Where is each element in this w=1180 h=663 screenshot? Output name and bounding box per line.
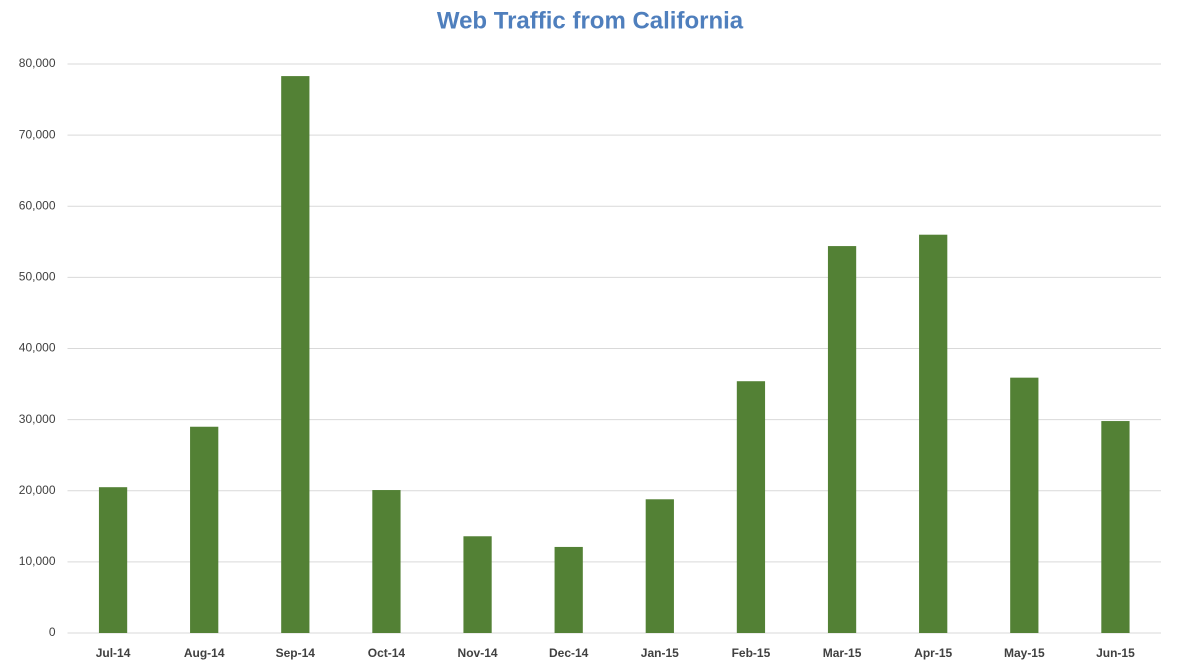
bar xyxy=(645,499,674,633)
bar xyxy=(463,536,492,633)
x-tick-label: Mar-15 xyxy=(823,646,862,660)
y-tick-label: 80,000 xyxy=(19,56,56,70)
bar xyxy=(372,490,401,633)
bar xyxy=(281,76,310,633)
chart-title: Web Traffic from California xyxy=(437,7,744,34)
x-tick-label: May-15 xyxy=(1004,646,1045,660)
x-tick-label: Sep-14 xyxy=(276,646,316,660)
bar xyxy=(827,246,857,633)
y-tick-label: 10,000 xyxy=(19,554,56,568)
bar xyxy=(98,487,128,633)
bar xyxy=(554,546,583,633)
x-tick-label: Aug-14 xyxy=(184,646,225,660)
bar xyxy=(1101,421,1130,633)
x-tick-label: Nov-14 xyxy=(458,646,498,660)
bar xyxy=(1010,377,1039,633)
bar xyxy=(736,381,766,633)
y-tick-label: 40,000 xyxy=(19,341,56,355)
x-tick-label: Feb-15 xyxy=(732,646,771,660)
y-tick-label: 30,000 xyxy=(19,412,56,426)
x-tick-label: Oct-14 xyxy=(368,646,406,660)
bar xyxy=(919,234,948,633)
x-tick-label: Apr-15 xyxy=(914,646,952,660)
x-tick-label: Jul-14 xyxy=(96,646,131,660)
y-tick-label: 50,000 xyxy=(19,270,56,284)
y-tick-label: 0 xyxy=(49,625,56,639)
y-tick-label: 20,000 xyxy=(19,483,56,497)
x-tick-label: Dec-14 xyxy=(549,646,589,660)
y-tick-label: 60,000 xyxy=(19,198,56,212)
x-tick-label: Jan-15 xyxy=(641,646,679,660)
x-tick-label: Jun-15 xyxy=(1096,646,1135,660)
y-tick-label: 70,000 xyxy=(19,127,56,141)
bar xyxy=(190,426,219,633)
